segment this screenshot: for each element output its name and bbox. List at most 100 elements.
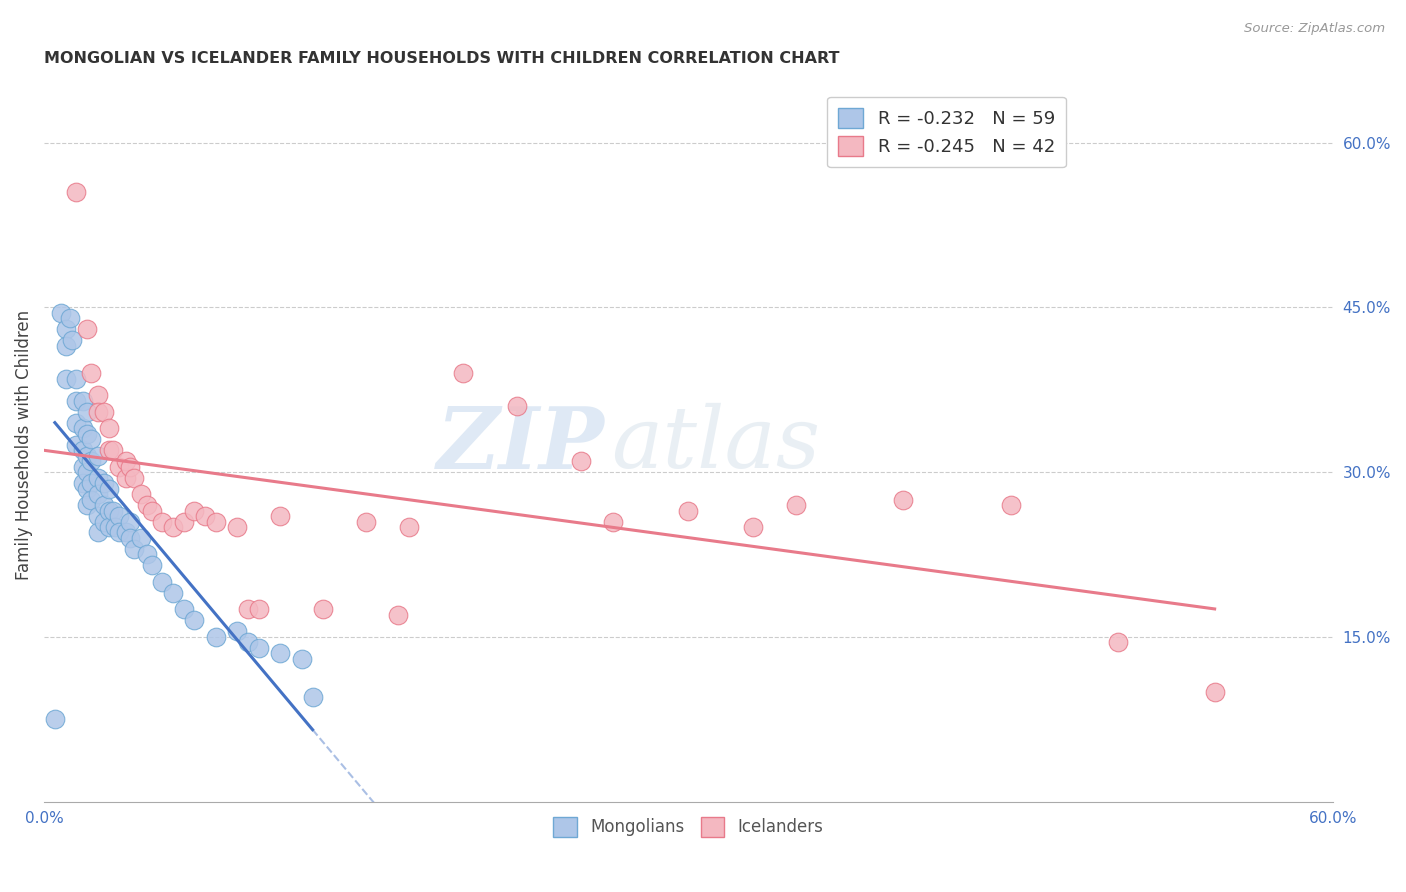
Point [150, 574, 173, 589]
Point [76, 322, 98, 336]
Point [236, 635, 259, 649]
Point [236, 602, 259, 616]
Point [97, 520, 120, 534]
Point [76, 405, 98, 419]
Point [97, 482, 120, 496]
Point [114, 454, 136, 468]
Point [87, 470, 110, 484]
Point [247, 602, 270, 616]
Point [44, 712, 66, 726]
Point [87, 487, 110, 501]
Point [72, 393, 94, 408]
Text: atlas: atlas [612, 403, 820, 486]
Point [118, 515, 141, 529]
Point [387, 607, 409, 622]
Point [80, 366, 103, 380]
Point [76, 426, 98, 441]
Point [118, 459, 141, 474]
Point [183, 503, 205, 517]
Point [76, 449, 98, 463]
Point [97, 421, 120, 435]
Point [80, 476, 103, 491]
Point [205, 515, 228, 529]
Point [891, 492, 914, 507]
Point [101, 443, 124, 458]
Point [312, 602, 335, 616]
Point [104, 520, 127, 534]
Point [65, 416, 87, 430]
Point [451, 366, 474, 380]
Point [87, 449, 110, 463]
Point [97, 443, 120, 458]
Point [80, 492, 103, 507]
Point [226, 520, 249, 534]
Point [162, 586, 184, 600]
Point [602, 515, 624, 529]
Point [65, 393, 87, 408]
Point [80, 432, 103, 446]
Point [114, 470, 136, 484]
Point [129, 531, 152, 545]
Point [65, 185, 87, 199]
Point [93, 476, 115, 491]
Point [785, 498, 807, 512]
Point [93, 498, 115, 512]
Point [141, 558, 163, 573]
Point [51, 306, 73, 320]
Point [55, 339, 77, 353]
Point [678, 503, 700, 517]
Point [398, 520, 420, 534]
Point [141, 503, 163, 517]
Point [93, 515, 115, 529]
Point [247, 640, 270, 655]
Point [76, 465, 98, 479]
Point [108, 525, 131, 540]
Point [65, 372, 87, 386]
Point [226, 624, 249, 639]
Point [59, 311, 82, 326]
Point [55, 372, 77, 386]
Text: MONGOLIAN VS ICELANDER FAMILY HOUSEHOLDS WITH CHILDREN CORRELATION CHART: MONGOLIAN VS ICELANDER FAMILY HOUSEHOLDS… [44, 51, 839, 66]
Point [129, 487, 152, 501]
Point [76, 498, 98, 512]
Point [87, 388, 110, 402]
Point [55, 322, 77, 336]
Point [87, 405, 110, 419]
Point [124, 541, 146, 556]
Point [301, 690, 323, 705]
Point [72, 443, 94, 458]
Point [1204, 684, 1226, 698]
Point [136, 498, 159, 512]
Point [97, 503, 120, 517]
Point [76, 482, 98, 496]
Point [101, 503, 124, 517]
Point [108, 459, 131, 474]
Point [124, 470, 146, 484]
Point [150, 515, 173, 529]
Point [87, 508, 110, 523]
Point [269, 508, 291, 523]
Point [1107, 635, 1129, 649]
Point [162, 520, 184, 534]
Point [65, 437, 87, 451]
Point [108, 508, 131, 523]
Text: ZIP: ZIP [437, 403, 605, 486]
Point [741, 520, 763, 534]
Point [87, 525, 110, 540]
Point [569, 454, 592, 468]
Point [72, 459, 94, 474]
Legend: Mongolians, Icelanders: Mongolians, Icelanders [547, 811, 830, 843]
Point [269, 646, 291, 660]
Point [80, 454, 103, 468]
Point [93, 405, 115, 419]
Point [183, 613, 205, 627]
Point [194, 508, 217, 523]
Point [72, 476, 94, 491]
Point [505, 399, 527, 413]
Point [356, 515, 378, 529]
Point [60, 333, 83, 347]
Point [205, 630, 228, 644]
Point [173, 515, 195, 529]
Text: Source: ZipAtlas.com: Source: ZipAtlas.com [1244, 22, 1385, 36]
Point [291, 652, 314, 666]
